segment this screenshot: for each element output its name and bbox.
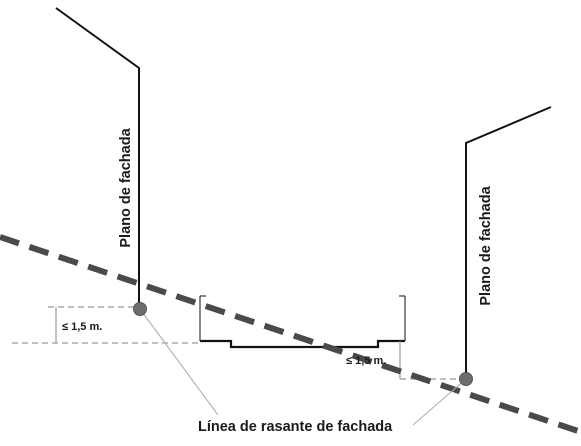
street-profile (200, 339, 405, 349)
right-facade-plane-label: Plano de fachada (478, 185, 494, 305)
right-facade-wall (465, 106, 552, 378)
right-leader-line (412, 378, 467, 426)
left-facade-plane-label: Plano de fachada (118, 127, 134, 247)
right-height-limit-label: ≤ 1,5 m. (346, 355, 386, 367)
right-grade-intersection-point (459, 372, 473, 386)
left-leader-line (139, 308, 219, 416)
grade-line-label: Línea de rasante de fachada (198, 419, 393, 435)
left-grade-intersection-point (133, 302, 147, 316)
left-facade-wall (55, 7, 140, 310)
left-height-limit-label: ≤ 1,5 m. (62, 321, 102, 333)
grade-line (0, 234, 581, 435)
